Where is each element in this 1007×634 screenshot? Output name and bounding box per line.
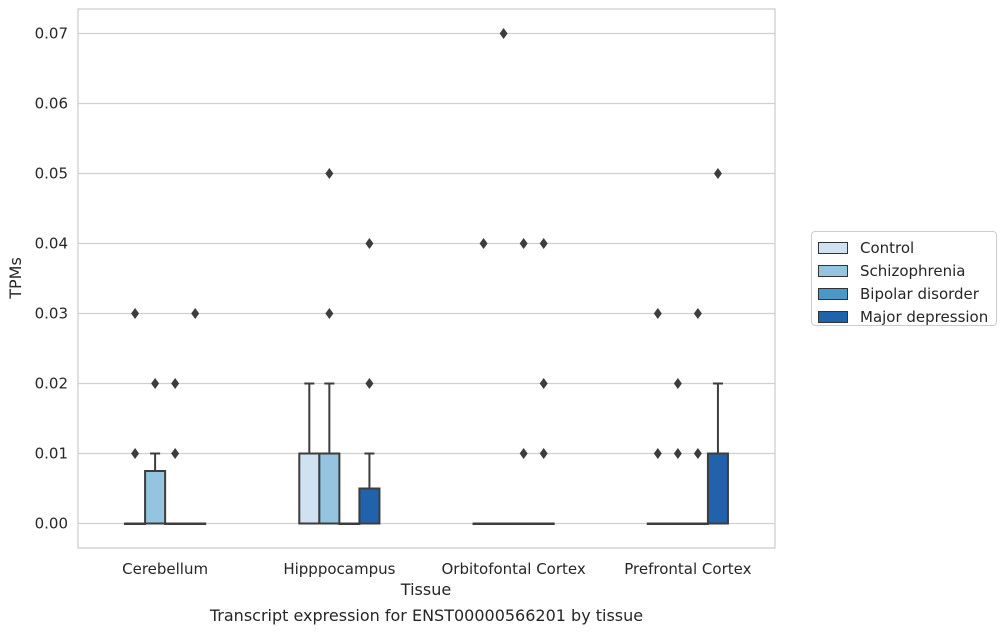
outlier-point: [365, 238, 374, 249]
legend-swatch: [818, 310, 848, 323]
outlier-point: [151, 378, 160, 389]
box-1-0: [298, 382, 321, 525]
legend-label: Bipolar disorder: [860, 284, 979, 303]
box-3-0: [646, 308, 669, 525]
boxes-layer: [124, 28, 729, 525]
x-tick-label: Orbitofontal Cortex: [442, 560, 586, 578]
y-axis-label: TPMs: [6, 257, 25, 300]
box-0-2: [164, 378, 187, 525]
outlier-point: [365, 378, 374, 389]
outlier-point: [539, 238, 548, 249]
outlier-point: [325, 308, 334, 319]
box-body: [144, 470, 167, 525]
box-0-1: [144, 378, 167, 525]
box-3-3: [706, 168, 729, 525]
outlier-point: [131, 308, 140, 319]
x-tick-labels: Cerebellum Hipppocampus Orbitofontal Corte…: [122, 560, 751, 578]
y-tick-label: 0.04: [35, 235, 68, 253]
outlier-point: [519, 238, 528, 249]
box-1-2: [338, 522, 361, 525]
legend-label: Schizophrenia: [860, 261, 966, 280]
x-tick-label: Prefrontal Cortex: [624, 560, 751, 578]
y-tick-label: 0.07: [35, 25, 68, 43]
y-tick-label: 0.02: [35, 375, 68, 393]
outlier-point: [713, 168, 722, 179]
y-tick-label: 0.05: [35, 165, 68, 183]
y-tick-label: 0.06: [35, 95, 68, 113]
y-tick-label: 0.00: [35, 515, 68, 533]
outlier-point: [539, 378, 548, 389]
box-3-1: [666, 378, 689, 525]
box-body: [358, 487, 381, 525]
legend-item: Schizophrenia: [818, 259, 996, 282]
outlier-point: [479, 238, 488, 249]
box-0-0: [124, 308, 147, 525]
outlier-point: [519, 448, 528, 459]
legend-item: Bipolar disorder: [818, 282, 996, 305]
outlier-point: [191, 308, 200, 319]
legend-item: Major depression: [818, 305, 996, 328]
y-tick-label: 0.01: [35, 445, 68, 463]
box-2-1: [492, 28, 515, 525]
box-3-2: [686, 308, 709, 525]
legend-item: Control: [818, 236, 996, 259]
plot-area-frame: [77, 8, 776, 549]
box-body: [318, 452, 341, 525]
outlier-point: [653, 448, 662, 459]
y-tick-label: 0.03: [35, 305, 68, 323]
legend: Control Schizophrenia Bipolar disorder Majo…: [811, 231, 997, 326]
box-2-2: [512, 238, 535, 525]
legend-swatch: [818, 287, 848, 300]
x-axis-label: Tissue: [400, 580, 451, 599]
legend-swatch: [818, 241, 848, 254]
outlier-point: [499, 28, 508, 39]
outlier-point: [325, 168, 334, 179]
outlier-point: [673, 378, 682, 389]
figure-caption: Transcript expression for ENST0000056620…: [209, 606, 644, 625]
box-body: [706, 452, 729, 525]
y-tick-labels: 0.00 0.01 0.02 0.03 0.04 0.05 0.06 0.07: [35, 25, 68, 533]
outlier-point: [171, 448, 180, 459]
legend-label: Control: [860, 238, 915, 257]
box-1-1: [318, 168, 341, 525]
legend-label: Major depression: [860, 307, 989, 326]
outlier-point: [539, 448, 548, 459]
box-0-3: [184, 308, 207, 525]
legend-swatch: [818, 264, 848, 277]
outlier-point: [171, 378, 180, 389]
outlier-point: [693, 448, 702, 459]
box-2-3: [532, 238, 555, 525]
outlier-point: [673, 448, 682, 459]
x-tick-label: Cerebellum: [122, 560, 208, 578]
gridlines: [78, 32, 775, 525]
box-1-3: [358, 238, 381, 525]
box-body: [298, 452, 321, 525]
outlier-point: [693, 308, 702, 319]
box-2-0: [472, 238, 495, 525]
outlier-point: [653, 308, 662, 319]
outlier-point: [131, 448, 140, 459]
x-tick-label: Hipppocampus: [283, 560, 395, 578]
